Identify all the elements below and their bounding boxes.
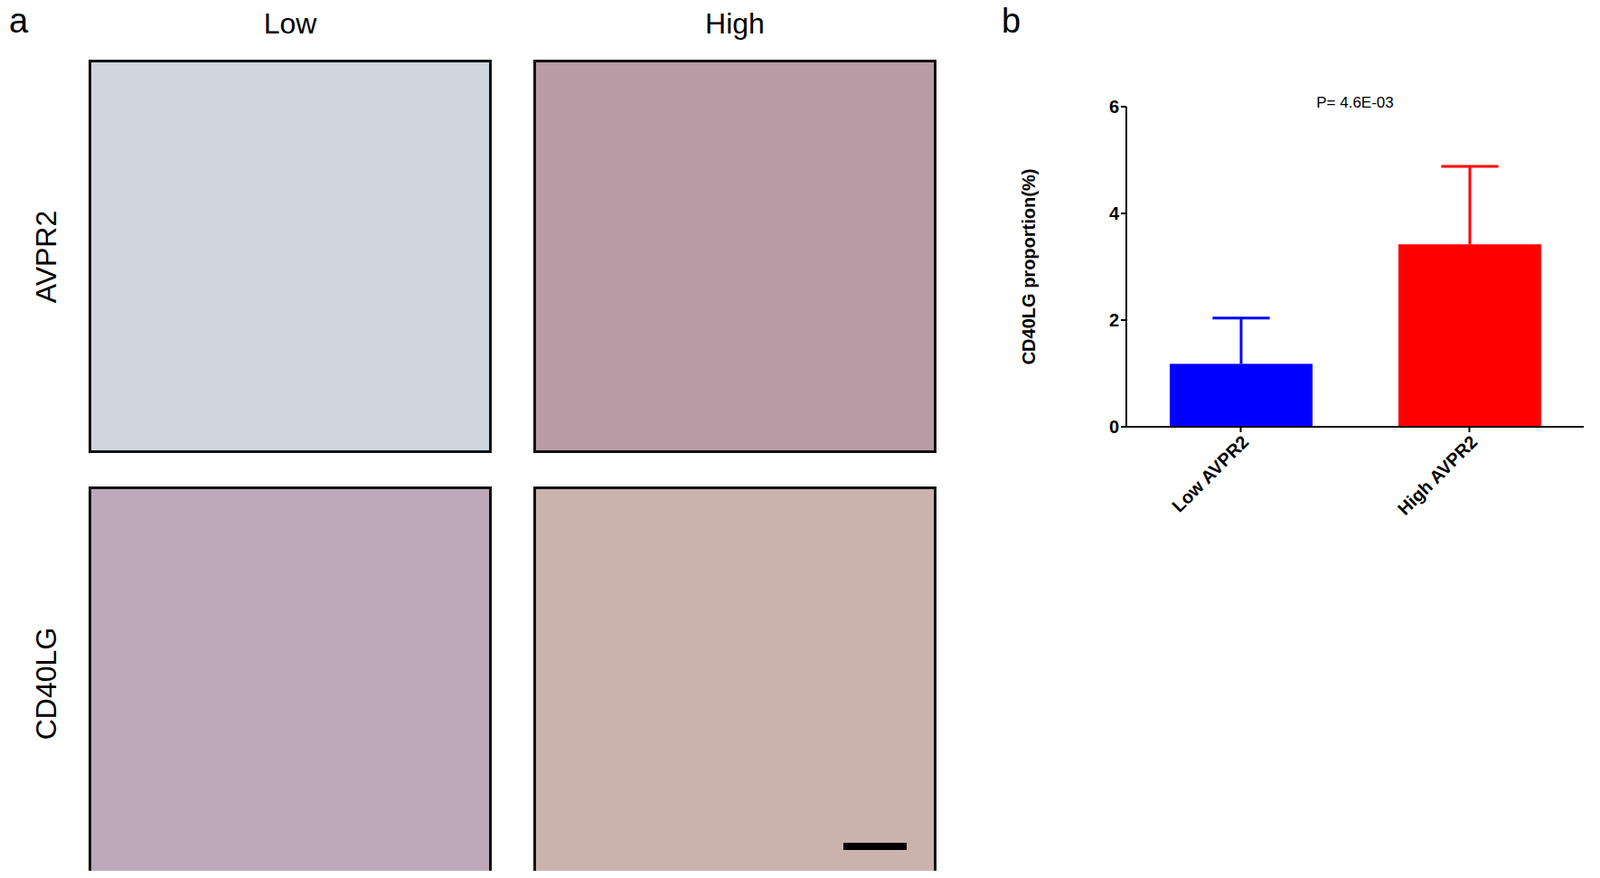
svg-text:Low AVPR2: Low AVPR2 xyxy=(1167,431,1252,516)
svg-text:4: 4 xyxy=(1109,203,1120,224)
html-text:b: b xyxy=(1001,1,1021,40)
html-text:a: a xyxy=(9,1,29,40)
html-text:P= 4.6E-03: P= 4.6E-03 xyxy=(1316,94,1394,112)
html-text:High: High xyxy=(705,7,765,40)
svg-text:High AVPR2: High AVPR2 xyxy=(1393,431,1481,518)
svg-text:0: 0 xyxy=(1109,416,1120,437)
svg-text:CD40LG proportion(%): CD40LG proportion(%) xyxy=(1018,169,1039,366)
html-text:Low: Low xyxy=(263,7,317,40)
svg-text:6: 6 xyxy=(1109,96,1120,117)
html-text:CD40LG: CD40LG xyxy=(29,626,63,740)
html-text:AVPR2: AVPR2 xyxy=(29,209,63,303)
svg-text:2: 2 xyxy=(1109,310,1120,330)
